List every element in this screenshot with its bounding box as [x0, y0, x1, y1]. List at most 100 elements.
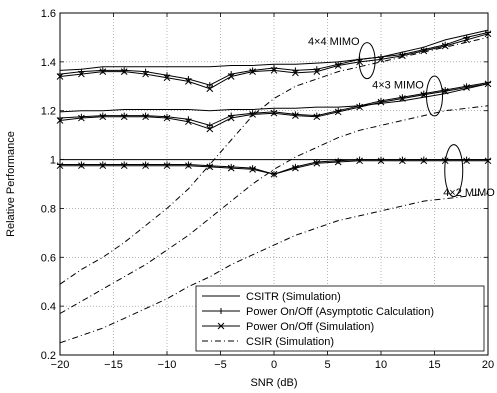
y-tick-label: 1 — [50, 155, 56, 167]
annotation-ellipse — [358, 42, 376, 80]
x-marker — [377, 157, 385, 165]
series-line — [59, 105, 489, 314]
series-11 — [59, 193, 489, 344]
series-2 — [56, 30, 492, 93]
x-marker — [356, 103, 363, 111]
x-marker — [99, 162, 107, 170]
legend-label: Power On/Off (Asymptotic Calculation) — [246, 306, 434, 318]
x-marker — [227, 164, 235, 172]
x-marker — [78, 162, 85, 170]
x-tick-label: −20 — [51, 359, 70, 371]
x-tick-label: 5 — [324, 359, 330, 371]
x-marker — [463, 157, 470, 165]
y-tick-label: 0.6 — [41, 252, 56, 264]
x-marker — [206, 85, 214, 93]
axes — [59, 12, 489, 356]
x-marker — [120, 113, 128, 121]
x-tick-label: 0 — [271, 359, 277, 371]
x-marker — [334, 62, 342, 69]
series-3 — [59, 83, 489, 113]
x-marker — [420, 47, 428, 55]
x-marker — [270, 170, 278, 178]
x-marker — [142, 113, 149, 121]
x-marker — [249, 165, 256, 173]
series-4 — [57, 79, 491, 129]
x-marker — [313, 113, 321, 121]
x-marker — [142, 162, 149, 170]
x-marker — [227, 114, 235, 122]
legend: CSITR (Simulation) Power On/Off (Asymptot… — [195, 285, 485, 352]
legend-label: CSIR (Simulation) — [246, 336, 334, 348]
x-marker — [420, 91, 428, 99]
tick-labels: −20 −15 −10 −5 0 5 10 15 20 0.2 0.4 0.6 0.8 1 1.2 1.4 1.… — [41, 8, 494, 371]
x-marker — [249, 111, 256, 118]
x-marker — [163, 114, 171, 122]
x-marker — [377, 56, 385, 63]
annotation-ellipse — [444, 144, 464, 198]
y-tick-label: 0.2 — [41, 350, 56, 362]
x-marker — [441, 87, 449, 95]
x-marker — [399, 157, 406, 165]
x-marker — [270, 109, 278, 117]
legend-label: Power On/Off (Simulation) — [246, 321, 374, 333]
series-line — [59, 29, 489, 71]
x-marker — [313, 159, 321, 167]
x-marker — [356, 157, 363, 165]
x-marker — [99, 113, 107, 121]
x-tick-label: −10 — [158, 359, 177, 371]
y-tick-label: 1.2 — [41, 106, 56, 118]
y-tick-label: 0.8 — [41, 203, 56, 215]
x-marker — [313, 68, 321, 75]
x-marker — [334, 108, 342, 116]
series-10 — [59, 105, 489, 314]
plot-area — [56, 29, 492, 344]
x-marker — [56, 162, 64, 170]
x-axis-label: SNR (dB) — [250, 377, 297, 389]
x-marker — [163, 74, 171, 82]
series-line — [59, 83, 489, 113]
x-marker — [484, 157, 492, 165]
x-marker — [206, 163, 214, 171]
x-marker — [99, 68, 107, 75]
x-marker — [185, 118, 192, 126]
x-marker — [463, 84, 470, 91]
x-marker — [270, 67, 278, 74]
series-line — [59, 193, 489, 344]
x-marker — [334, 158, 342, 166]
x-marker — [56, 73, 64, 80]
x-tick-label: 10 — [375, 359, 387, 371]
x-marker — [399, 95, 406, 102]
x-marker — [120, 162, 128, 170]
x-tick-label: −5 — [214, 359, 227, 371]
x-marker — [120, 68, 128, 75]
annotations: 4×4 MIMO 4×3 MIMO 4×2 MIMO — [308, 36, 495, 199]
series-8 — [56, 157, 492, 178]
x-marker — [292, 164, 299, 172]
x-marker — [249, 68, 256, 75]
x-marker — [217, 322, 225, 330]
y-tick-label: 0.4 — [41, 301, 56, 313]
x-marker — [163, 162, 171, 170]
x-marker — [78, 70, 85, 78]
x-tick-label: −15 — [104, 359, 123, 371]
annotation-label: 4×4 MIMO — [308, 36, 360, 48]
x-marker — [463, 36, 470, 44]
x-marker — [185, 162, 192, 170]
x-marker — [441, 42, 449, 50]
x-marker — [484, 80, 492, 88]
x-marker — [377, 98, 385, 106]
legend-box — [195, 285, 485, 352]
x-marker — [206, 125, 214, 133]
y-tick-label: 1.4 — [41, 57, 56, 69]
legend-label: CSITR (Simulation) — [246, 291, 341, 303]
x-marker — [292, 112, 299, 119]
x-marker — [292, 69, 299, 77]
x-marker — [56, 117, 64, 124]
y-axis-label: Relative Performance — [5, 131, 17, 237]
y-tick-label: 1.6 — [41, 8, 56, 20]
series-5 — [56, 80, 492, 133]
annotation-ellipse — [426, 75, 443, 117]
x-tick-label: 15 — [428, 359, 440, 371]
annotation-label: 4×2 MIMO — [443, 187, 495, 199]
